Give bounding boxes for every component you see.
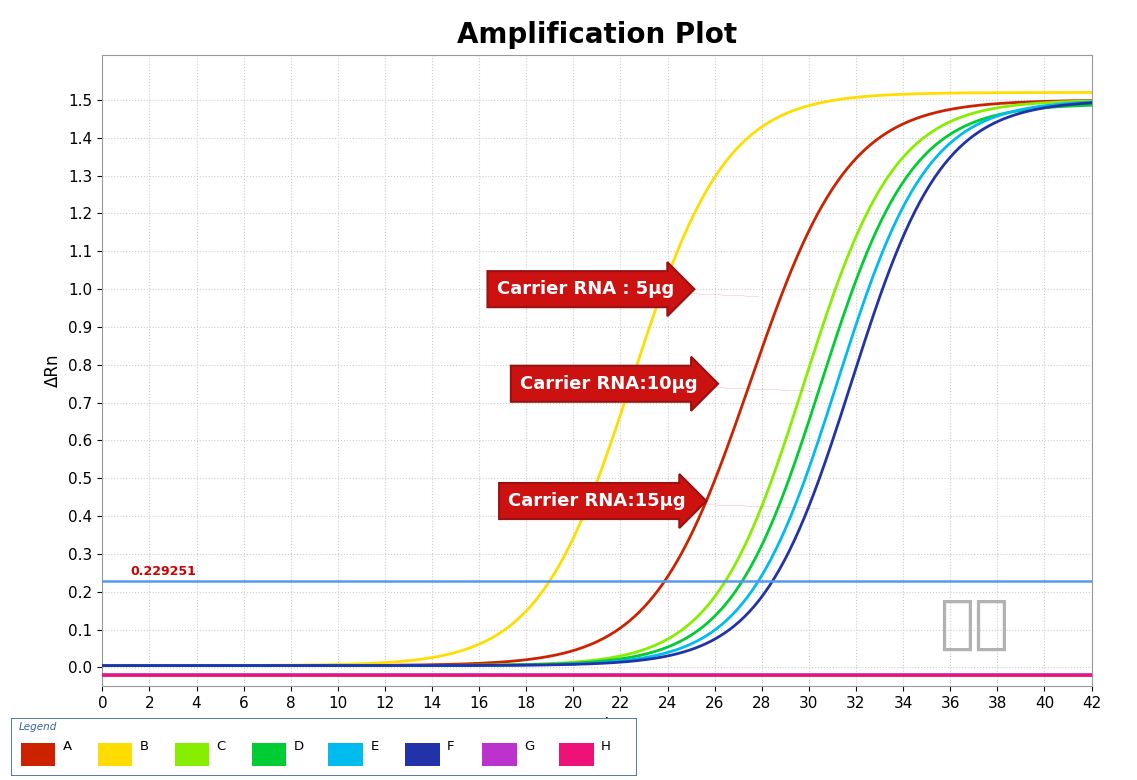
Text: B: B	[140, 740, 149, 753]
Title: Amplification Plot: Amplification Plot	[457, 22, 737, 49]
Text: G: G	[524, 740, 534, 753]
Text: 0.229251: 0.229251	[131, 565, 197, 578]
Bar	[329, 743, 363, 766]
Text: 阴性: 阴性	[939, 595, 1009, 652]
Text: Carrier RNA:10μg: Carrier RNA:10μg	[520, 374, 813, 393]
Bar	[251, 743, 285, 766]
Bar	[482, 743, 516, 766]
Bar	[175, 743, 209, 766]
Bar	[20, 743, 56, 766]
Bar	[559, 743, 594, 766]
Text: Legend: Legend	[19, 722, 57, 732]
FancyBboxPatch shape	[11, 718, 637, 776]
Text: A: A	[63, 740, 72, 753]
Text: F: F	[447, 740, 455, 753]
Y-axis label: ΔRn: ΔRn	[43, 354, 61, 387]
Bar	[406, 743, 440, 766]
Text: D: D	[293, 740, 304, 753]
Text: H: H	[601, 740, 611, 753]
X-axis label: Cycle: Cycle	[574, 717, 620, 735]
Text: E: E	[371, 740, 379, 753]
Text: Carrier RNA : 5μg: Carrier RNA : 5μg	[497, 280, 760, 298]
Text: C: C	[216, 740, 226, 753]
Bar	[98, 743, 132, 766]
Text: Carrier RNA:15μg: Carrier RNA:15μg	[508, 492, 820, 510]
